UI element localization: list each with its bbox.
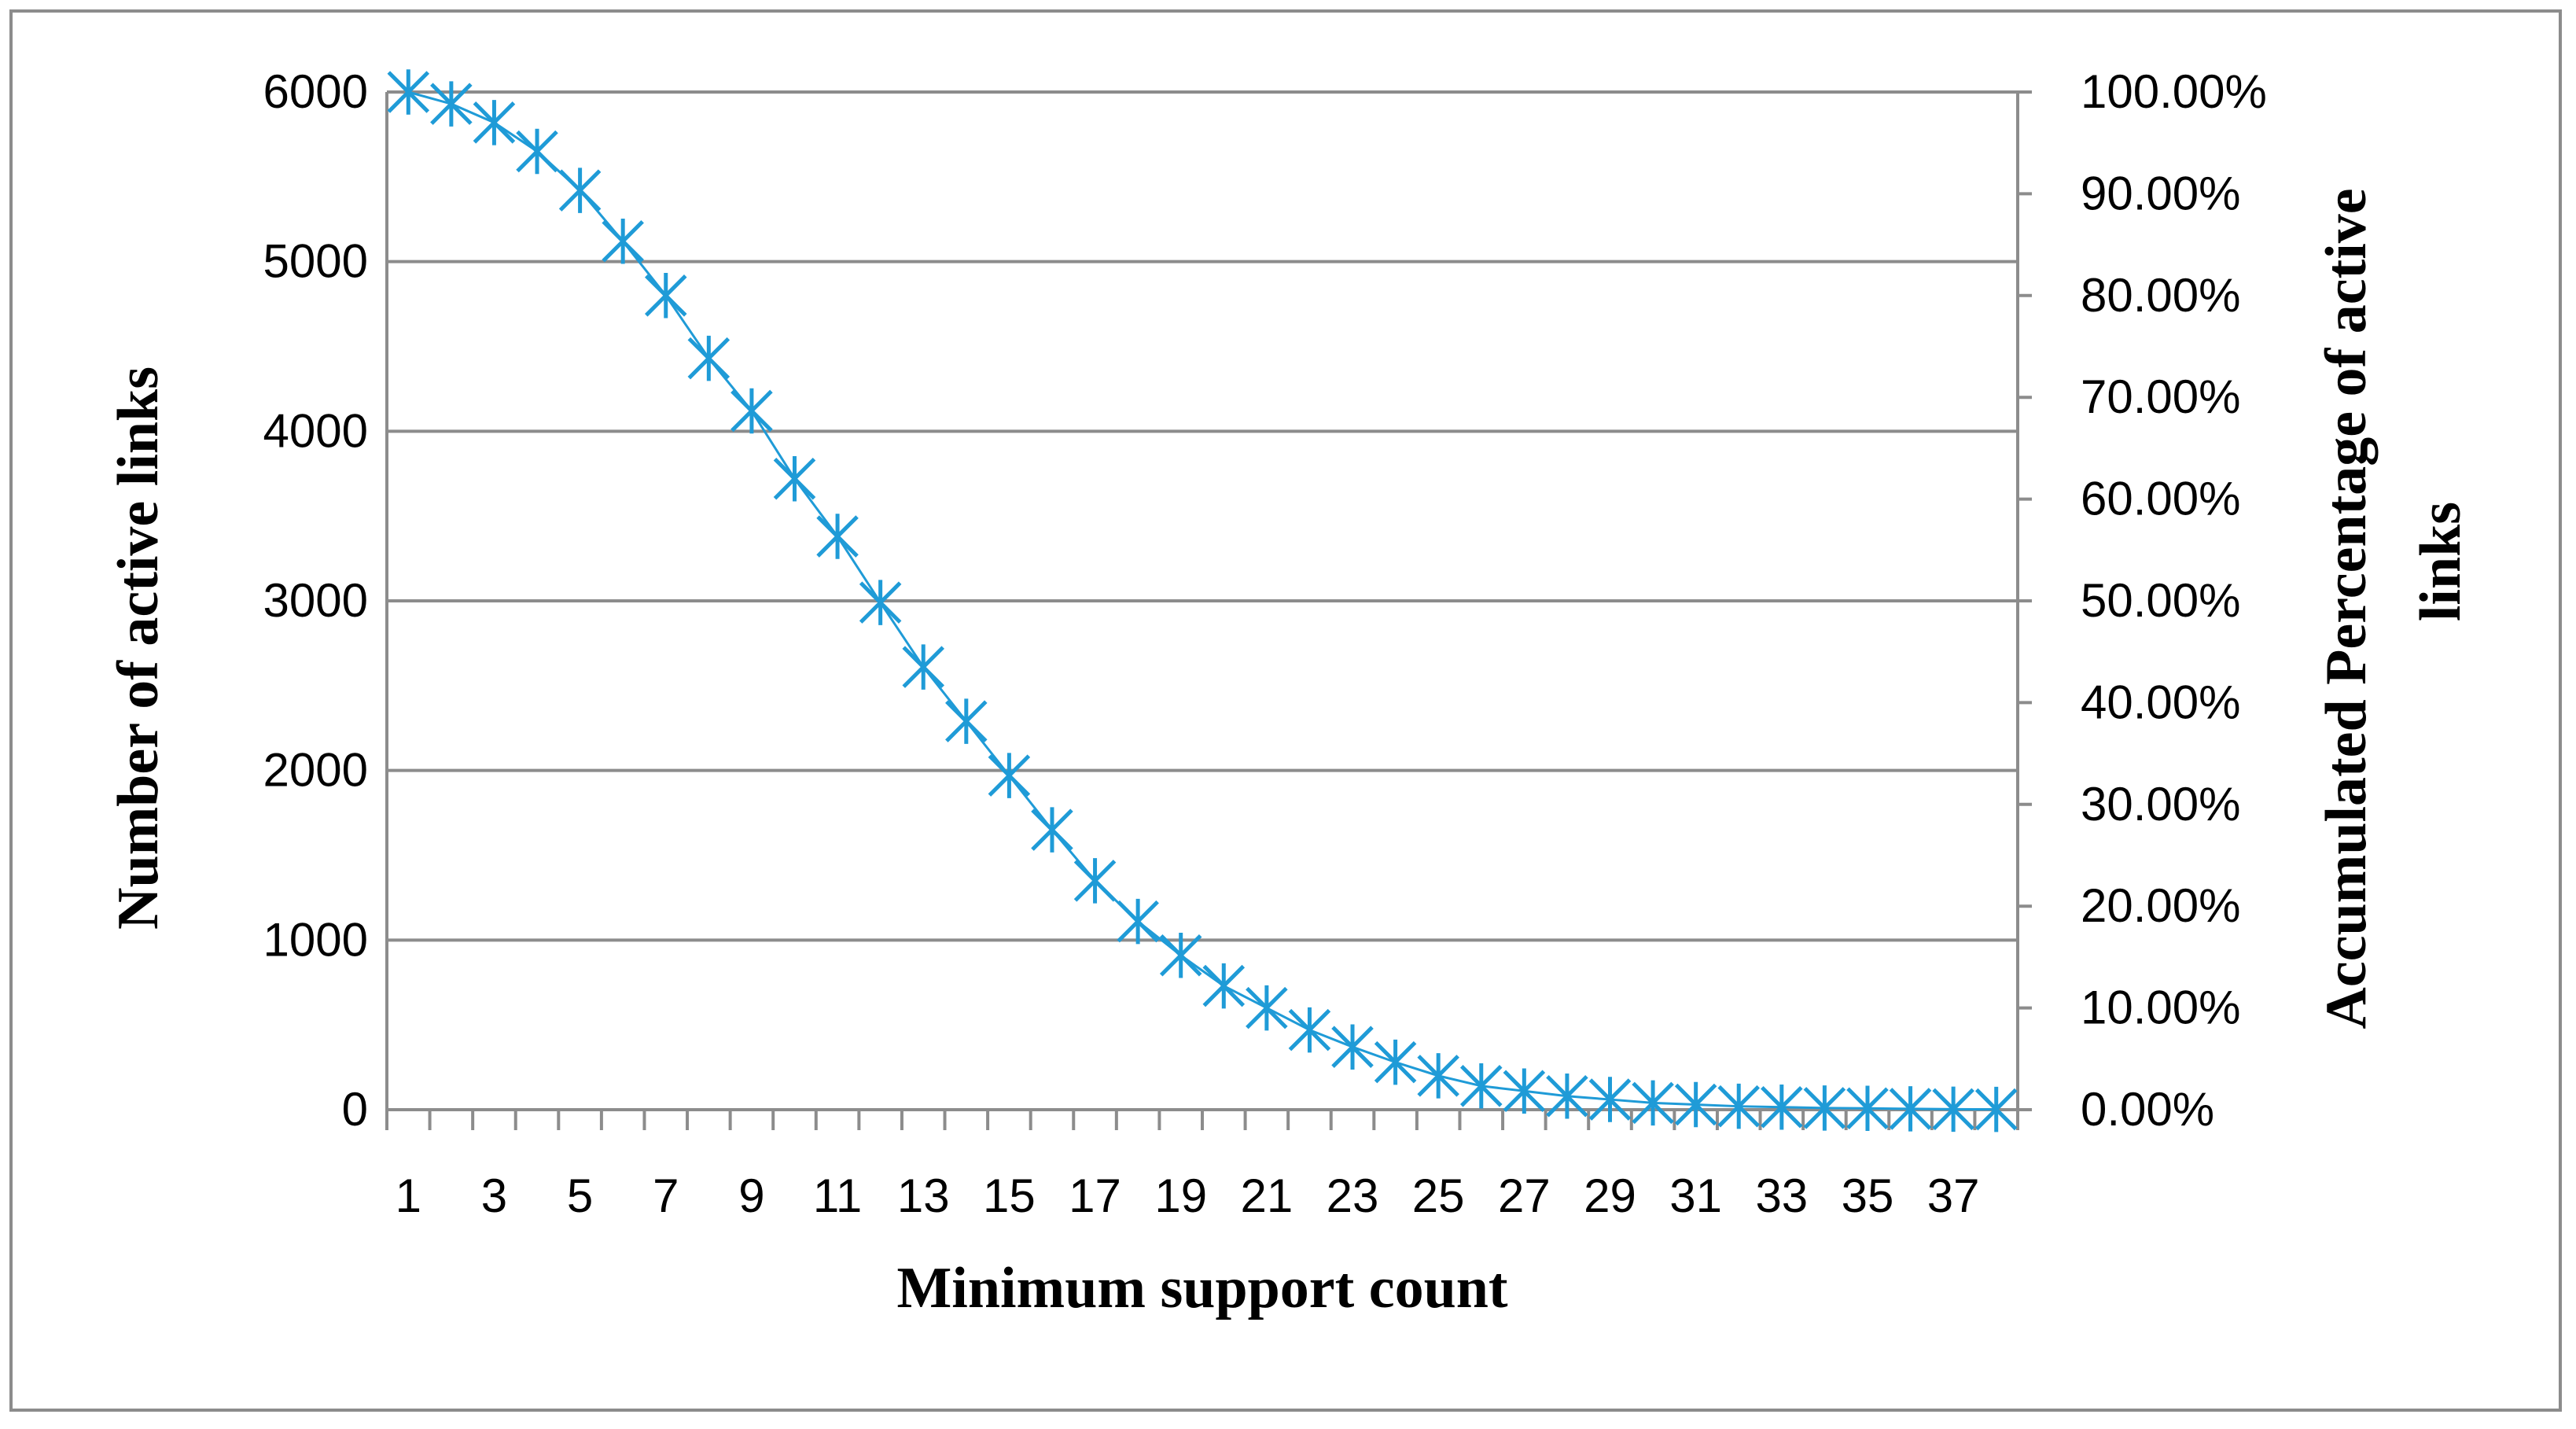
data-point (1846, 1085, 1889, 1132)
series-markers (387, 69, 2018, 1133)
y-tick-label: 0 (342, 1083, 368, 1136)
y-tick-label: 5000 (263, 235, 368, 288)
y2-tick-label: 80.00% (2081, 269, 2241, 322)
data-point (387, 69, 430, 115)
y-tick-label: 6000 (263, 65, 368, 118)
data-point (1246, 985, 1288, 1031)
y-tick-label: 4000 (263, 404, 368, 457)
x-tick-label: 37 (1927, 1169, 1980, 1222)
y-tick-label: 2000 (263, 744, 368, 797)
data-point (1761, 1085, 1803, 1130)
data-point (687, 335, 730, 381)
chart-border (9, 9, 2562, 1412)
series-line (407, 90, 1996, 1111)
y2-tick-label: 0.00% (2081, 1083, 2214, 1136)
data-point (1674, 1081, 1717, 1128)
y2-tick-label: 20.00% (2081, 879, 2241, 932)
data-point (1374, 1039, 1417, 1085)
data-point (1159, 932, 1202, 978)
data-point (1546, 1073, 1588, 1119)
x-tick-label: 29 (1584, 1169, 1636, 1222)
y2-tick-label: 10.00% (2081, 982, 2241, 1034)
data-point (773, 455, 816, 502)
axes (385, 90, 2032, 1130)
data-point (1073, 858, 1117, 904)
x-tick-label: 33 (1755, 1169, 1808, 1222)
y-tick-label: 3000 (263, 574, 368, 627)
x-tick-label: 25 (1412, 1169, 1465, 1222)
data-point (1331, 1024, 1374, 1070)
x-tick-label: 19 (1154, 1169, 1207, 1222)
data-point (902, 644, 945, 690)
data-point (1889, 1086, 1932, 1132)
x-tick-label: 5 (567, 1169, 593, 1222)
y2-tick-label: 30.00% (2081, 778, 2241, 831)
x-tick-label: 9 (738, 1169, 764, 1222)
data-point (1031, 807, 1073, 853)
data-point (1503, 1068, 1546, 1114)
data-point (644, 273, 687, 319)
x-tick-label: 17 (1069, 1169, 1121, 1222)
y2-tick-label: 100.00% (2081, 65, 2267, 118)
x-tick-label: 11 (813, 1169, 862, 1222)
data-point (473, 100, 516, 145)
data-point (430, 81, 473, 127)
x-tick-label: 31 (1669, 1169, 1722, 1222)
data-point (816, 514, 859, 559)
y2-tick-label: 60.00% (2081, 473, 2241, 525)
y2-tick-label: 40.00% (2081, 676, 2241, 728)
data-point (945, 698, 988, 744)
data-point (1632, 1080, 1674, 1126)
x-tick-label: 1 (396, 1169, 421, 1222)
x-tick-label: 3 (481, 1169, 507, 1222)
data-point (516, 128, 558, 175)
x-axis-title: Minimum support count (896, 1256, 1507, 1320)
data-point (1459, 1063, 1503, 1109)
x-tick-label: 15 (983, 1169, 1036, 1222)
data-point (1288, 1007, 1331, 1053)
data-point (1588, 1077, 1632, 1122)
x-tick-label: 35 (1842, 1169, 1894, 1222)
y2-axis-title-line2: links (2409, 502, 2473, 621)
x-tick-label: 27 (1498, 1169, 1551, 1222)
x-tick-label: 13 (897, 1169, 950, 1222)
grid-lines (387, 90, 2018, 942)
x-tick-label: 7 (653, 1169, 679, 1222)
data-point (1717, 1083, 1761, 1129)
y2-tick-label: 50.00% (2081, 574, 2241, 627)
y2-axis-title-line1: Accumulated Percentage of active (2314, 188, 2379, 1029)
tick-labels: 0 1000 2000 3000 4000 5000 6000 0.00% 10.00% 20.0… (263, 65, 2267, 1222)
data-point (558, 168, 602, 213)
y-axis-title: Number of active links (106, 366, 171, 930)
y-tick-label: 1000 (263, 913, 368, 966)
y2-tick-label: 90.00% (2081, 167, 2241, 219)
data-point (1202, 963, 1246, 1009)
y2-tick-label: 70.00% (2081, 370, 2241, 423)
data-point (1932, 1086, 1974, 1133)
data-point (1803, 1085, 1846, 1131)
data-point (602, 219, 644, 264)
data-point (730, 388, 773, 434)
data-point (1974, 1086, 2018, 1133)
data-point (988, 753, 1031, 798)
x-tick-label: 21 (1240, 1169, 1293, 1222)
x-tick-label: 23 (1327, 1169, 1379, 1222)
data-point (1117, 898, 1159, 945)
data-point (1417, 1053, 1459, 1099)
data-point (859, 580, 902, 625)
